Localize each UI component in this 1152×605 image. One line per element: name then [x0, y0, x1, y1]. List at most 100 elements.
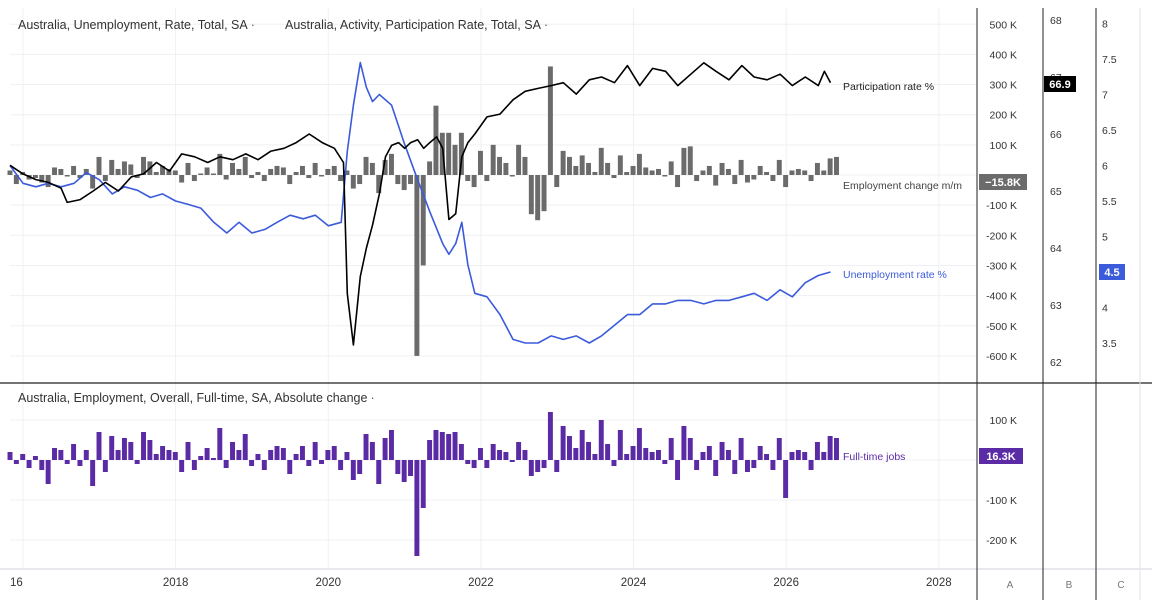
full-time-jobs-bar: [128, 442, 134, 460]
full-time-jobs-bar: [52, 448, 57, 460]
full-time-jobs-bar: [547, 412, 553, 460]
full-time-jobs-bar: [745, 460, 750, 472]
full-time-jobs-bar: [32, 456, 38, 460]
time-axis-tick-label: 2028: [926, 577, 952, 589]
full-time-jobs-bar: [662, 460, 668, 464]
employment-change-bar: [77, 175, 83, 179]
employment-change-bar: [90, 175, 96, 189]
full-time-jobs-bar: [141, 432, 146, 460]
employment-change-bar: [586, 162, 592, 175]
employment-change-bar: [306, 175, 312, 179]
full-time-jobs-bar: [242, 434, 248, 460]
employment-change-bar: [783, 175, 789, 188]
full-time-jobs-bar: [503, 452, 509, 460]
full-time-jobs-bar: [598, 420, 604, 460]
unemployment-rate-line[interactable]: [9, 61, 831, 344]
employment-change-bar: [45, 175, 51, 188]
chart-title-fulltime[interactable]: Australia, Employment, Overall, Full-tim…: [18, 391, 375, 405]
employment-change-bar: [255, 171, 261, 175]
employment-change-bar: [172, 170, 178, 175]
full-time-jobs-bar: [274, 446, 280, 460]
full-time-jobs-bar: [395, 460, 401, 474]
full-time-jobs-bar: [573, 448, 579, 460]
employment-change-bar: [128, 164, 134, 175]
full-time-jobs-bar: [700, 452, 706, 460]
scale-a-tick-label: 300 K: [990, 80, 1017, 92]
unemployment-rate-value-badge-text: 4.5: [1104, 267, 1119, 279]
employment-change-bar: [96, 156, 102, 175]
employment-change-bar: [573, 165, 579, 175]
full-time-jobs-bar: [719, 442, 725, 460]
employment-change-bar: [134, 175, 140, 179]
full-time-jobs-bar: [388, 430, 394, 460]
full-time-jobs-bar: [236, 450, 242, 460]
employment-change-bar: [369, 162, 375, 175]
time-axis-tick-label: 2020: [315, 577, 341, 589]
employment-change-bar: [204, 167, 210, 175]
full-time-jobs-bar: [490, 444, 496, 460]
employment-change-bar: [465, 175, 471, 182]
full-time-jobs-bar: [414, 460, 420, 556]
participation-rate-label: Participation rate %: [843, 81, 934, 93]
full-time-jobs-bar: [172, 452, 178, 460]
scale-letter-c: C: [1117, 580, 1124, 591]
employment-change-bar: [319, 175, 325, 177]
scale-c-tick-label: 6.5: [1102, 125, 1117, 137]
employment-change-bar: [547, 66, 553, 175]
chart-title-unemployment[interactable]: Australia, Unemployment, Rate, Total, SA…: [18, 18, 255, 32]
full-time-jobs-bar: [261, 460, 267, 470]
employment-change-bar: [299, 165, 305, 175]
full-time-jobs-bar: [668, 438, 674, 460]
employment-change-bar: [713, 175, 719, 186]
employment-change-bar: [32, 175, 38, 179]
employment-change-bar: [776, 159, 782, 175]
full-time-jobs-bar: [649, 452, 655, 460]
scale-a-tick-label: -400 K: [986, 291, 1017, 303]
full-time-jobs-bar: [191, 460, 197, 470]
title-menu-icon[interactable]: ·: [250, 18, 255, 32]
employment-change-bar: [191, 175, 197, 182]
full-time-jobs-bar: [814, 442, 820, 460]
full-time-jobs-bar: [477, 448, 483, 460]
title-menu-icon[interactable]: ·: [370, 391, 375, 405]
full-time-jobs-bar: [96, 432, 102, 460]
participation-rate-line[interactable]: [9, 61, 832, 346]
title-menu-icon[interactable]: ·: [543, 18, 549, 32]
employment-change-bar: [471, 175, 477, 188]
full-time-jobs-bar: [312, 442, 318, 460]
employment-change-bar: [223, 175, 229, 180]
chart-title-participation[interactable]: Australia, Activity, Participation Rate,…: [285, 18, 548, 32]
full-time-jobs-bar: [776, 438, 782, 460]
employment-change-bar: [725, 168, 731, 175]
full-time-jobs-bar: [586, 442, 592, 460]
employment-change-bar: [541, 175, 547, 212]
employment-change-bar: [611, 175, 617, 179]
employment-change-bar: [700, 170, 706, 175]
employment-change-bar: [344, 170, 350, 175]
employment-change-bar: [287, 175, 293, 185]
full-time-jobs-bar: [420, 460, 426, 508]
full-time-jobs-bar: [160, 446, 166, 460]
employment-change-value-badge-text: −15.8K: [985, 177, 1021, 189]
employment-change-bar: [814, 162, 820, 175]
employment-change-bar: [121, 161, 127, 175]
employment-change-bar: [706, 165, 712, 175]
full-time-jobs-bar: [560, 426, 566, 460]
employment-change-bar: [598, 147, 604, 175]
scale-a-tick-label: -100 K: [986, 495, 1017, 507]
employment-change-bar: [458, 132, 464, 175]
employment-change-bar: [789, 170, 795, 175]
scale-b-tick-label: 68: [1050, 15, 1062, 27]
full-time-jobs-bar: [45, 460, 51, 484]
scale-a-tick-label: -500 K: [986, 321, 1017, 333]
full-time-jobs-bar: [655, 450, 661, 460]
employment-change-bar: [401, 175, 407, 191]
employment-change-bar: [363, 156, 369, 175]
employment-change-bar: [141, 156, 146, 175]
full-time-jobs-bar: [204, 448, 210, 460]
employment-change-bar: [643, 167, 649, 175]
full-time-jobs-bar: [325, 450, 331, 460]
employment-change-bar: [605, 162, 611, 175]
full-time-jobs-bar: [331, 446, 337, 460]
